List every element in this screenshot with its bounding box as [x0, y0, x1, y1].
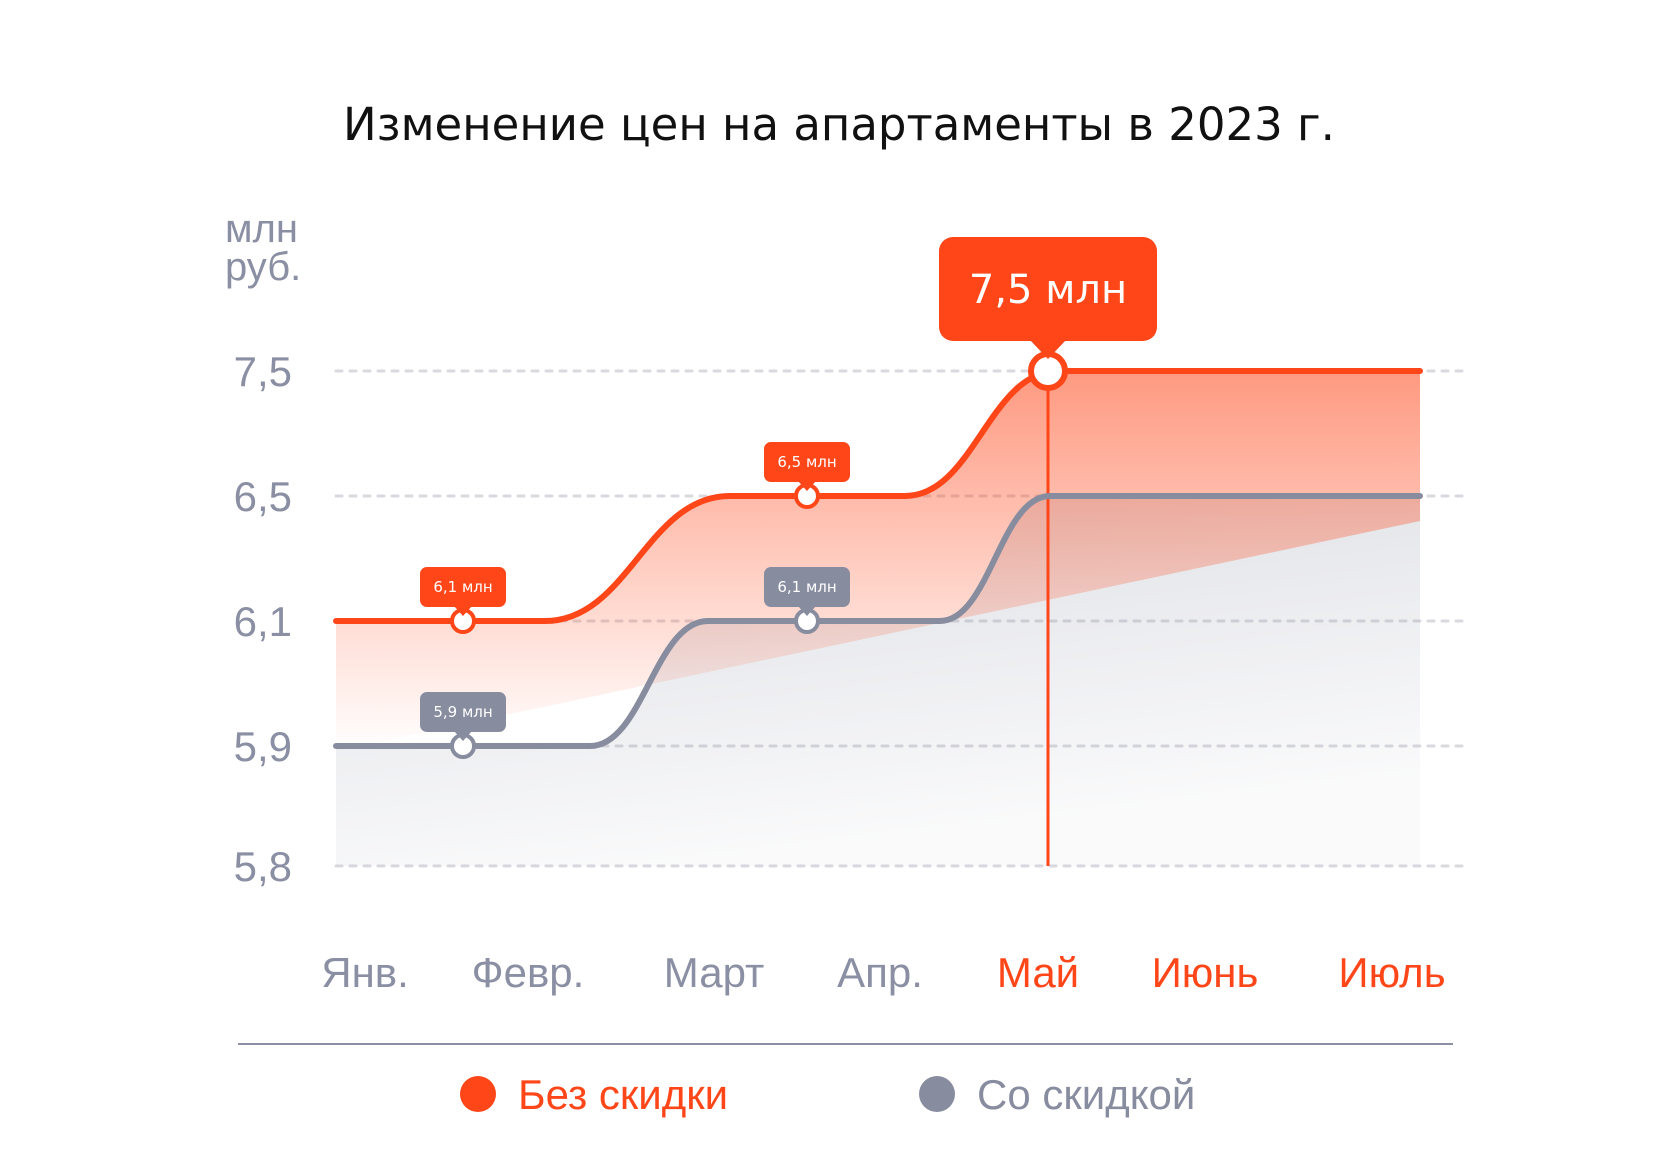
x-tick-label: Май: [997, 949, 1079, 996]
y-tick-label: 6,1: [234, 598, 292, 645]
area-discount: [336, 496, 1420, 866]
legend: Без скидки Со скидкой: [460, 1071, 1195, 1118]
data-label-text: 6,5 млн: [777, 453, 836, 471]
data-label-text: 7,5 млн: [969, 267, 1127, 313]
data-label-bubble: [764, 567, 850, 607]
data-label-bubble: [939, 237, 1157, 341]
legend-label-discount: Со скидкой: [977, 1071, 1195, 1118]
x-tick-label: Февр.: [472, 949, 585, 996]
data-label-text: 6,1 млн: [433, 578, 492, 596]
data-label: 6,5 млн: [764, 442, 850, 491]
y-tick-label: 5,9: [234, 723, 292, 770]
data-label-bubble: [764, 442, 850, 482]
series-areas: [336, 371, 1420, 866]
area-no-discount: [336, 371, 1420, 751]
x-tick-label: Июль: [1338, 949, 1445, 996]
series-line-discount: [333, 493, 1423, 749]
legend-dot-gray-icon: [919, 1076, 955, 1112]
chart-title: Изменение цен на апартаменты в 2023 г.: [343, 98, 1335, 151]
x-tick-label: Янв.: [321, 949, 409, 996]
y-tick-label: 5,8: [234, 843, 292, 890]
legend-item-no-discount[interactable]: Без скидки: [460, 1071, 728, 1118]
x-tick-label: Апр.: [837, 949, 923, 996]
data-label: 6,1 млн: [420, 567, 506, 616]
x-tick-label: Июнь: [1152, 949, 1259, 996]
legend-label-no-discount: Без скидки: [518, 1071, 728, 1118]
x-tick-label: Март: [664, 949, 765, 996]
y-axis-unit-line2: руб.: [225, 245, 301, 289]
data-label-pointer: [1030, 340, 1066, 359]
data-labels: 5,9 млн 6,1 млн 6,1 млн 6,5 млн 7,5 млн: [420, 237, 1157, 741]
legend-item-discount[interactable]: Со скидкой: [919, 1071, 1195, 1118]
data-label-text: 5,9 млн: [433, 703, 492, 721]
data-label-bubble: [420, 567, 506, 607]
data-label-text: 6,1 млн: [777, 578, 836, 596]
data-label-pointer: [798, 481, 816, 491]
data-label: 6,1 млн: [764, 567, 850, 616]
series-line-no-discount: [333, 368, 1423, 624]
y-axis-unit-line1: млн: [225, 207, 298, 251]
data-label-bubble: [420, 692, 506, 732]
data-point[interactable]: [1028, 351, 1068, 391]
highlight-value-label: 7,5 млн: [939, 237, 1157, 359]
y-tick-label: 6,5: [234, 473, 292, 520]
y-tick-label: 7,5: [234, 348, 292, 395]
data-label-pointer: [798, 606, 816, 616]
data-label-pointer: [454, 731, 472, 741]
data-label: 5,9 млн: [420, 692, 506, 741]
y-axis-ticks: 7,5 6,5 6,1 5,9 5,8: [234, 348, 292, 890]
data-label-pointer: [454, 606, 472, 616]
x-axis-ticks: Янв. Февр. Март Апр. Май Июнь Июль: [321, 949, 1445, 996]
legend-dot-accent-icon: [460, 1076, 496, 1112]
series-lines: [333, 368, 1423, 749]
